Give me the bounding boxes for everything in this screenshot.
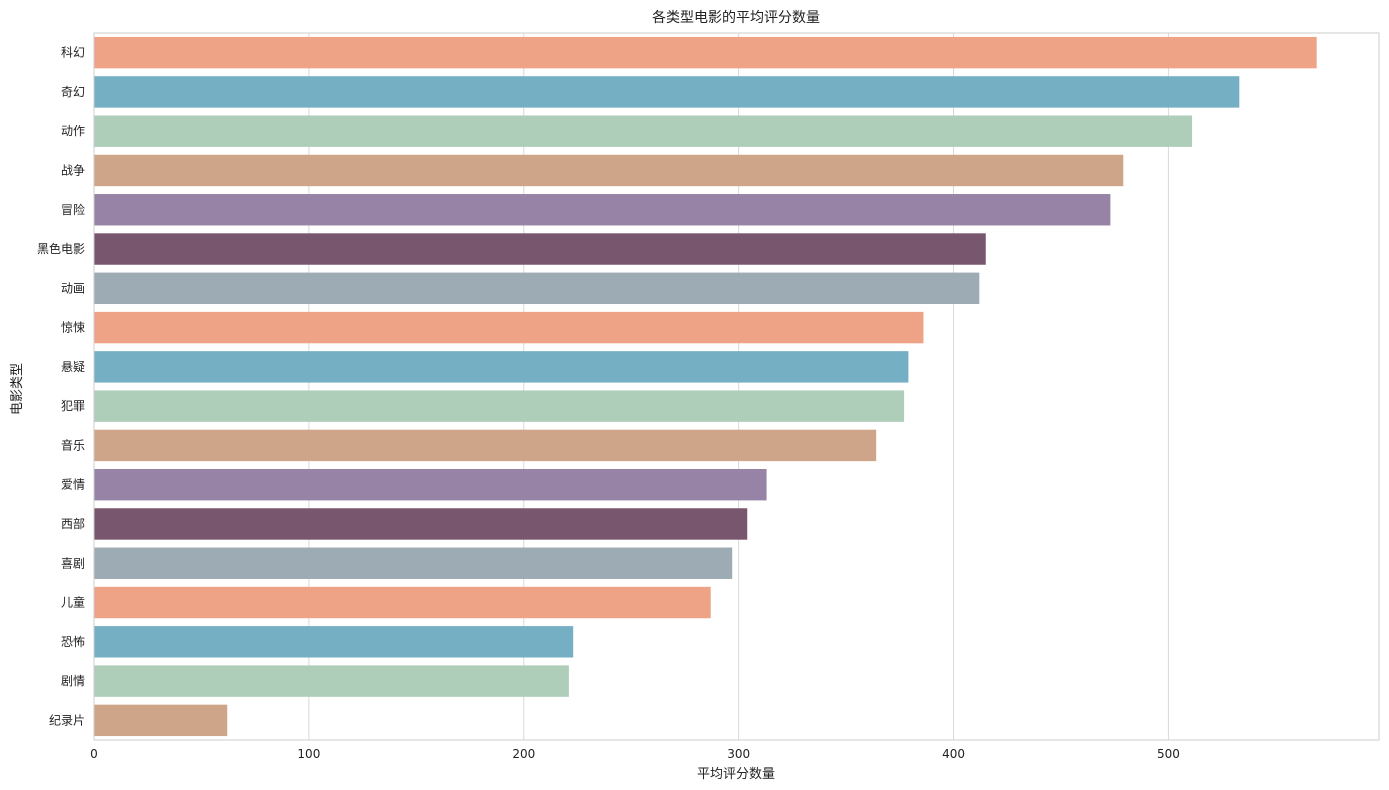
bar xyxy=(94,626,574,658)
bars xyxy=(94,36,1317,737)
bar xyxy=(94,390,905,422)
x-tick-label: 300 xyxy=(727,747,750,761)
y-tick-label: 音乐 xyxy=(61,437,85,452)
bar xyxy=(94,665,569,697)
chart-title: 各类型电影的平均评分数量 xyxy=(652,10,820,26)
y-tick-label: 悬疑 xyxy=(61,359,85,374)
x-tick-label: 100 xyxy=(297,747,320,761)
bar xyxy=(94,586,711,619)
y-tick-label: 黑色电影 xyxy=(37,242,85,256)
x-tick-labels: 0 100 200 300 400 500 xyxy=(90,747,1180,761)
bar xyxy=(94,36,1317,69)
y-tick-label: 犯罪 xyxy=(61,399,85,413)
y-tick-label: 惊悚 xyxy=(61,320,85,335)
bar xyxy=(94,429,877,462)
y-tick-label: 冒险 xyxy=(61,202,85,217)
bar xyxy=(94,468,767,501)
y-tick-label: 西部 xyxy=(61,516,85,531)
y-tick-label: 动作 xyxy=(61,124,85,138)
x-tick-label: 400 xyxy=(942,747,965,761)
y-tick-label: 爱情 xyxy=(61,478,85,492)
x-tick-label: 200 xyxy=(512,747,535,761)
y-axis-title: 电影类型 xyxy=(10,363,25,415)
bar xyxy=(94,76,1240,108)
bar xyxy=(94,704,228,737)
bar xyxy=(94,351,909,383)
plot-frame xyxy=(93,32,1380,741)
bar xyxy=(94,154,1124,187)
y-tick-label: 儿童 xyxy=(61,595,85,610)
y-tick-label: 动画 xyxy=(61,281,85,295)
y-tick-label: 喜剧 xyxy=(61,556,85,570)
y-tick-label: 奇幻 xyxy=(61,85,85,99)
x-axis-title: 平均评分数量 xyxy=(697,767,775,782)
y-tick-label: 战争 xyxy=(61,163,85,177)
x-tick-label: 0 xyxy=(90,747,98,761)
bar xyxy=(94,233,986,265)
bar xyxy=(94,115,1193,147)
y-tick-label: 科幻 xyxy=(61,46,85,60)
bar xyxy=(94,508,748,540)
x-tick-label: 500 xyxy=(1157,747,1180,761)
bar xyxy=(94,194,1111,226)
bar xyxy=(94,311,924,344)
y-tick-label: 剧情 xyxy=(61,674,85,688)
bar xyxy=(94,272,980,305)
y-tick-label: 恐怖 xyxy=(61,634,85,649)
bar xyxy=(94,547,733,579)
y-tick-label: 纪录片 xyxy=(49,713,85,727)
